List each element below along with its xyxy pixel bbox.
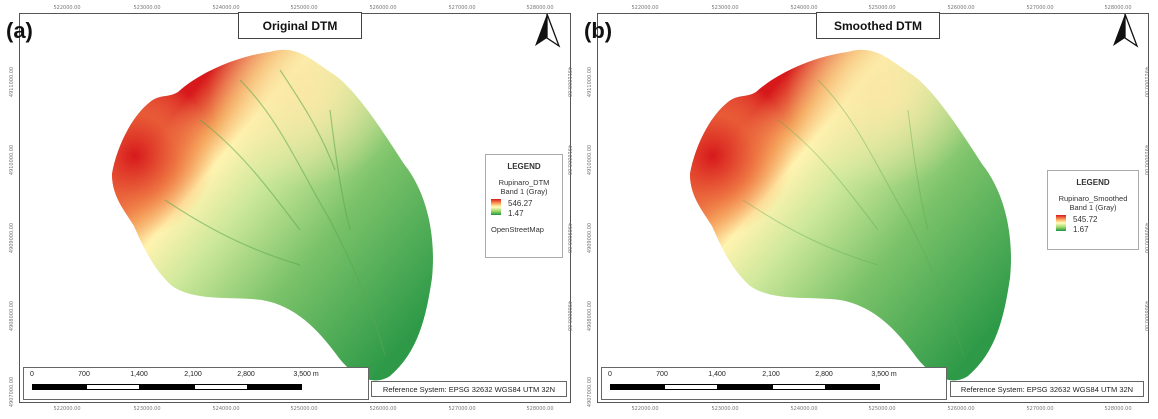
scale-label: 2,100 xyxy=(184,371,202,378)
coord-tick-bottom: 522000.00 xyxy=(631,406,659,412)
legend-title: LEGEND xyxy=(1076,178,1110,187)
legend-band: Band 1 (Gray) xyxy=(500,187,548,196)
coord-tick-top: 525000.00 xyxy=(868,5,896,11)
scale-bar: 0 700 1,400 2,100 2,800 3,500 m xyxy=(23,367,369,400)
north-arrow-icon xyxy=(535,13,561,48)
drainage-network xyxy=(742,79,964,356)
coord-tick-top: 525000.00 xyxy=(290,5,318,11)
scale-bar: 0 700 1,400 2,100 2,800 3,500 m xyxy=(601,367,947,400)
coord-tick-top: 527000.00 xyxy=(1026,5,1054,11)
coord-tick-bottom: 524000.00 xyxy=(790,406,818,412)
scale-segment xyxy=(32,384,86,390)
scale-label: 0 xyxy=(608,371,612,378)
legend-layer-name: Rupinaro_DTM xyxy=(498,178,550,187)
coord-tick-bottom: 526000.00 xyxy=(369,406,397,412)
legend-ramp-row: 546.27 1.47 xyxy=(491,199,562,219)
legend-basemap: OpenStreetMap xyxy=(491,225,544,234)
north-arrow-icon xyxy=(1113,13,1139,48)
coord-tick-top: 524000.00 xyxy=(790,5,818,11)
legend-title: LEGEND xyxy=(507,162,541,171)
scale-segment xyxy=(772,384,826,390)
dtm-raster xyxy=(112,49,433,381)
panel-label: (a) xyxy=(6,18,33,43)
coord-tick-bottom: 526000.00 xyxy=(947,406,975,412)
coord-tick-top: 523000.00 xyxy=(711,5,739,11)
coord-tick-bottom: 527000.00 xyxy=(1026,406,1054,412)
coord-tick-top: 522000.00 xyxy=(631,5,659,11)
coord-tick-bottom: 525000.00 xyxy=(290,406,318,412)
coord-tick-top: 526000.00 xyxy=(369,5,397,11)
scale-label: 2,100 xyxy=(762,371,780,378)
coord-tick-bottom: 528000.00 xyxy=(526,406,554,412)
color-ramp xyxy=(491,199,501,215)
coord-tick-top: 524000.00 xyxy=(212,5,240,11)
legend-band: Band 1 (Gray) xyxy=(1069,203,1117,212)
legend-max-value: 545.72 xyxy=(1073,215,1098,224)
legend-max-value: 546.27 xyxy=(508,199,533,208)
map-panel-a: 522000.00 523000.00 524000.00 525000.00 … xyxy=(0,0,574,419)
scale-segment xyxy=(140,384,194,390)
color-ramp xyxy=(1056,215,1066,231)
coord-tick-bottom: 523000.00 xyxy=(133,406,161,412)
legend: LEGEND Rupinaro_DTM Band 1 (Gray) 546.27… xyxy=(485,154,563,258)
coord-tick-bottom: 523000.00 xyxy=(711,406,739,412)
coord-tick-top: 523000.00 xyxy=(133,5,161,11)
scale-label: 1,400 xyxy=(708,371,726,378)
legend: LEGEND Rupinaro_Smoothed Band 1 (Gray) 5… xyxy=(1047,170,1139,250)
scale-segment xyxy=(194,384,248,390)
drainage-network xyxy=(164,69,386,356)
coord-tick-bottom: 528000.00 xyxy=(1104,406,1132,412)
reference-system: Reference System: EPSG 32632 WGS84 UTM 3… xyxy=(950,381,1144,397)
coord-tick-bottom: 522000.00 xyxy=(53,406,81,412)
scale-segment xyxy=(248,384,302,390)
map-title: Original DTM xyxy=(238,12,362,39)
coord-tick-bottom: 524000.00 xyxy=(212,406,240,412)
legend-min-value: 1.67 xyxy=(1073,225,1089,234)
dtm-raster xyxy=(690,49,1011,381)
scale-label: 700 xyxy=(656,371,668,378)
legend-min-value: 1.47 xyxy=(508,209,524,218)
map-panel-b: 522000.00 523000.00 524000.00 525000.00 … xyxy=(578,0,1152,419)
scale-label: 1,400 xyxy=(130,371,148,378)
scale-segment xyxy=(86,384,140,390)
legend-ramp-row: 545.72 1.67 xyxy=(1056,215,1138,235)
scale-label: 2,800 xyxy=(815,371,833,378)
scale-segment xyxy=(718,384,772,390)
scale-label: 3,500 m xyxy=(871,371,897,378)
scale-segment xyxy=(826,384,880,390)
coord-tick-top: 528000.00 xyxy=(526,5,554,11)
scale-label: 3,500 m xyxy=(293,371,319,378)
scale-label: 2,800 xyxy=(237,371,255,378)
panel-label: (b) xyxy=(584,18,613,43)
coord-tick-bottom: 525000.00 xyxy=(868,406,896,412)
scale-label: 0 xyxy=(30,371,34,378)
coord-tick-top: 527000.00 xyxy=(448,5,476,11)
scale-label: 700 xyxy=(78,371,90,378)
map-title: Smoothed DTM xyxy=(816,12,940,39)
coord-tick-bottom: 527000.00 xyxy=(448,406,476,412)
scale-segment xyxy=(664,384,718,390)
coord-tick-top: 528000.00 xyxy=(1104,5,1132,11)
coord-tick-top: 522000.00 xyxy=(53,5,81,11)
legend-layer-name: Rupinaro_Smoothed xyxy=(1058,194,1128,203)
scale-segment xyxy=(610,384,664,390)
coord-tick-top: 526000.00 xyxy=(947,5,975,11)
reference-system: Reference System: EPSG 32632 WGS84 UTM 3… xyxy=(371,381,567,397)
